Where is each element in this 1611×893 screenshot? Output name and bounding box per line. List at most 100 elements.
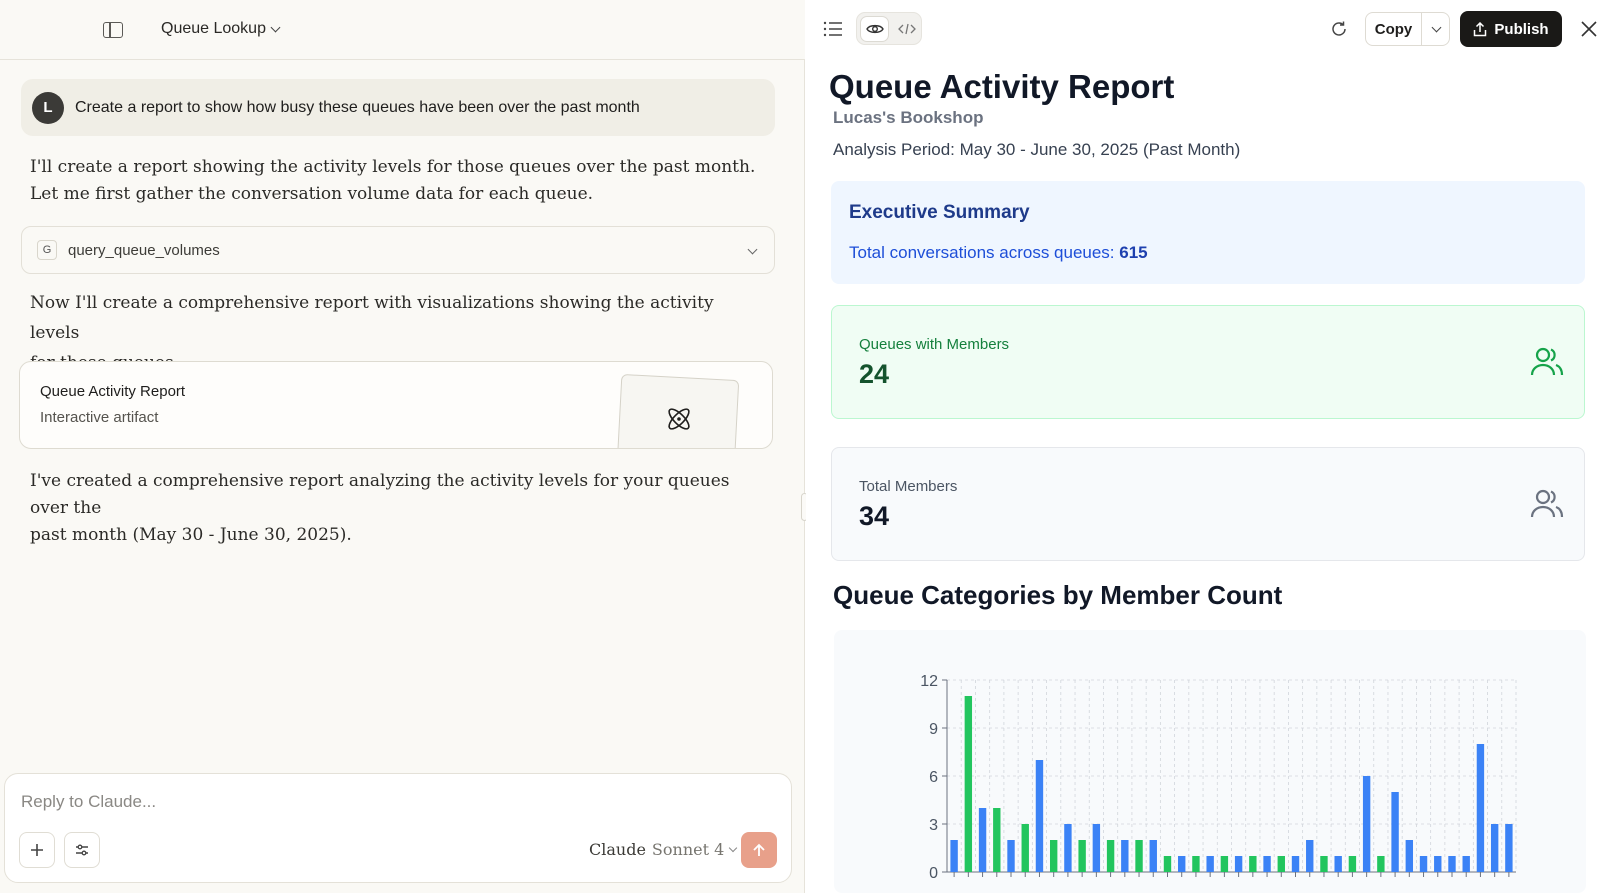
conversation-title: Queue Lookup [161, 20, 266, 37]
chart-bar [1192, 856, 1200, 872]
chart-bar [1106, 840, 1115, 872]
chart-bar [1064, 824, 1072, 872]
send-button[interactable] [741, 832, 777, 868]
share-icon [1474, 21, 1487, 36]
reply-input[interactable] [21, 792, 621, 812]
model-name: Claude [589, 840, 646, 859]
chart-bar [1320, 856, 1328, 872]
tool-call-block[interactable]: G query_queue_volumes [21, 226, 775, 274]
chat-pane: Queue Lookup L Create a report to show h… [0, 0, 805, 893]
preview-toggle[interactable] [860, 16, 889, 42]
sliders-icon [76, 844, 88, 856]
assistant-message-1-line-1: I'll create a report showing the activit… [30, 157, 756, 177]
tools-button[interactable] [64, 832, 100, 868]
summary-heading: Executive Summary [849, 202, 1030, 223]
react-atom-icon [668, 408, 690, 430]
chart-bar [993, 808, 1001, 872]
artifact-pane: Copy Publish Queue Activity Report Lucas… [806, 0, 1611, 893]
sidebar-toggle-icon[interactable] [103, 22, 123, 38]
chart-bar [1049, 840, 1058, 872]
bar-chart: 0 3 6 9 12 [920, 673, 1517, 882]
stat-card-queues: Queues with Members 24 [831, 305, 1585, 419]
publish-button[interactable]: Publish [1460, 11, 1562, 47]
chart-bar [1007, 840, 1015, 872]
chart-bar [1291, 856, 1300, 872]
assistant-message-3-line-2: past month (May 30 - June 30, 2025). [30, 525, 352, 545]
users-icon [1530, 489, 1564, 518]
user-message-text: Create a report to show how busy these q… [75, 98, 640, 116]
arrow-up-icon [753, 843, 765, 856]
stat-value: 34 [859, 501, 890, 531]
stat-label: Queues with Members [859, 336, 1010, 353]
chevron-down-icon [1431, 22, 1441, 32]
code-toggle[interactable] [893, 16, 921, 42]
list-icon[interactable] [823, 20, 843, 38]
chart-bar [1405, 840, 1414, 872]
chart-bar [964, 696, 973, 872]
chart-bar [978, 808, 987, 872]
chart-bar [1505, 824, 1513, 872]
close-icon[interactable] [1578, 18, 1600, 40]
y-tick-label: 3 [929, 817, 938, 834]
chart-bar [1149, 840, 1157, 872]
stat-value: 24 [859, 359, 890, 389]
artifact-card[interactable]: Queue Activity Report Interactive artifa… [19, 361, 773, 449]
summary-text: Total conversations across queues: 615 [849, 243, 1148, 263]
add-button[interactable] [19, 832, 55, 868]
y-tick-label: 6 [929, 769, 938, 786]
chart-bar [1490, 824, 1499, 872]
code-icon [898, 23, 916, 35]
y-tick-label: 0 [929, 865, 938, 882]
chart-container: 0 3 6 9 12 [834, 630, 1586, 893]
copy-options-button[interactable] [1422, 13, 1450, 45]
chart-bar [1334, 856, 1342, 872]
chart-bar [1206, 856, 1214, 872]
chart-bar [1263, 856, 1271, 872]
assistant-message-1: I'll create a report showing the activit… [30, 154, 760, 208]
model-selector[interactable]: Claude Sonnet 4 [589, 840, 738, 859]
chart-bar [1249, 856, 1257, 872]
users-icon [1530, 347, 1564, 376]
chart-bar [1476, 744, 1485, 872]
chart-bar [1021, 824, 1029, 872]
assistant-message-2-line-1: Now I'll create a comprehensive report w… [30, 293, 714, 343]
y-tick-label: 9 [929, 721, 938, 738]
stat-label: Total Members [859, 478, 958, 495]
publish-label: Publish [1494, 20, 1549, 38]
chart-bar [1220, 856, 1229, 872]
chart-bar [1419, 856, 1428, 872]
chart-bar [1391, 792, 1399, 872]
chart-bar [1121, 840, 1129, 872]
model-version: Sonnet 4 [651, 840, 725, 859]
chart-bar [1092, 824, 1101, 872]
chart-bar [1448, 856, 1456, 872]
copy-button[interactable]: Copy [1366, 13, 1422, 45]
tool-icon: G [37, 240, 57, 260]
refresh-icon[interactable] [1330, 20, 1348, 38]
avatar: L [32, 91, 64, 124]
copy-button-group: Copy [1365, 12, 1450, 46]
summary-label: Total conversations across queues: [849, 243, 1120, 262]
view-toggle [856, 12, 922, 45]
assistant-message-3-line-1: I've created a comprehensive report anal… [30, 471, 730, 518]
assistant-message-3: I've created a comprehensive report anal… [30, 468, 770, 549]
chevron-down-icon [729, 843, 738, 852]
tool-name: query_queue_volumes [68, 241, 220, 259]
report-period: Analysis Period: May 30 - June 30, 2025 … [833, 140, 1241, 159]
plus-icon [31, 844, 43, 856]
chart-bar [950, 840, 958, 872]
chart-bar [1434, 856, 1442, 872]
chevron-down-icon[interactable] [747, 244, 758, 255]
artifact-title: Queue Activity Report [40, 383, 186, 400]
y-tick-label: 12 [920, 673, 938, 690]
summary-total: 615 [1119, 243, 1148, 262]
eye-icon [865, 24, 884, 34]
report-subtitle: Lucas's Bookshop [833, 108, 984, 127]
chart-bar [1362, 776, 1371, 872]
assistant-message-1-line-2: Let me first gather the conversation vol… [30, 184, 594, 204]
chart-bar [1135, 840, 1143, 872]
chart-bar [1277, 856, 1285, 872]
conversation-title-menu[interactable]: Queue Lookup [161, 20, 281, 38]
chart-bar [1306, 840, 1314, 872]
chart-bar [1178, 856, 1186, 872]
